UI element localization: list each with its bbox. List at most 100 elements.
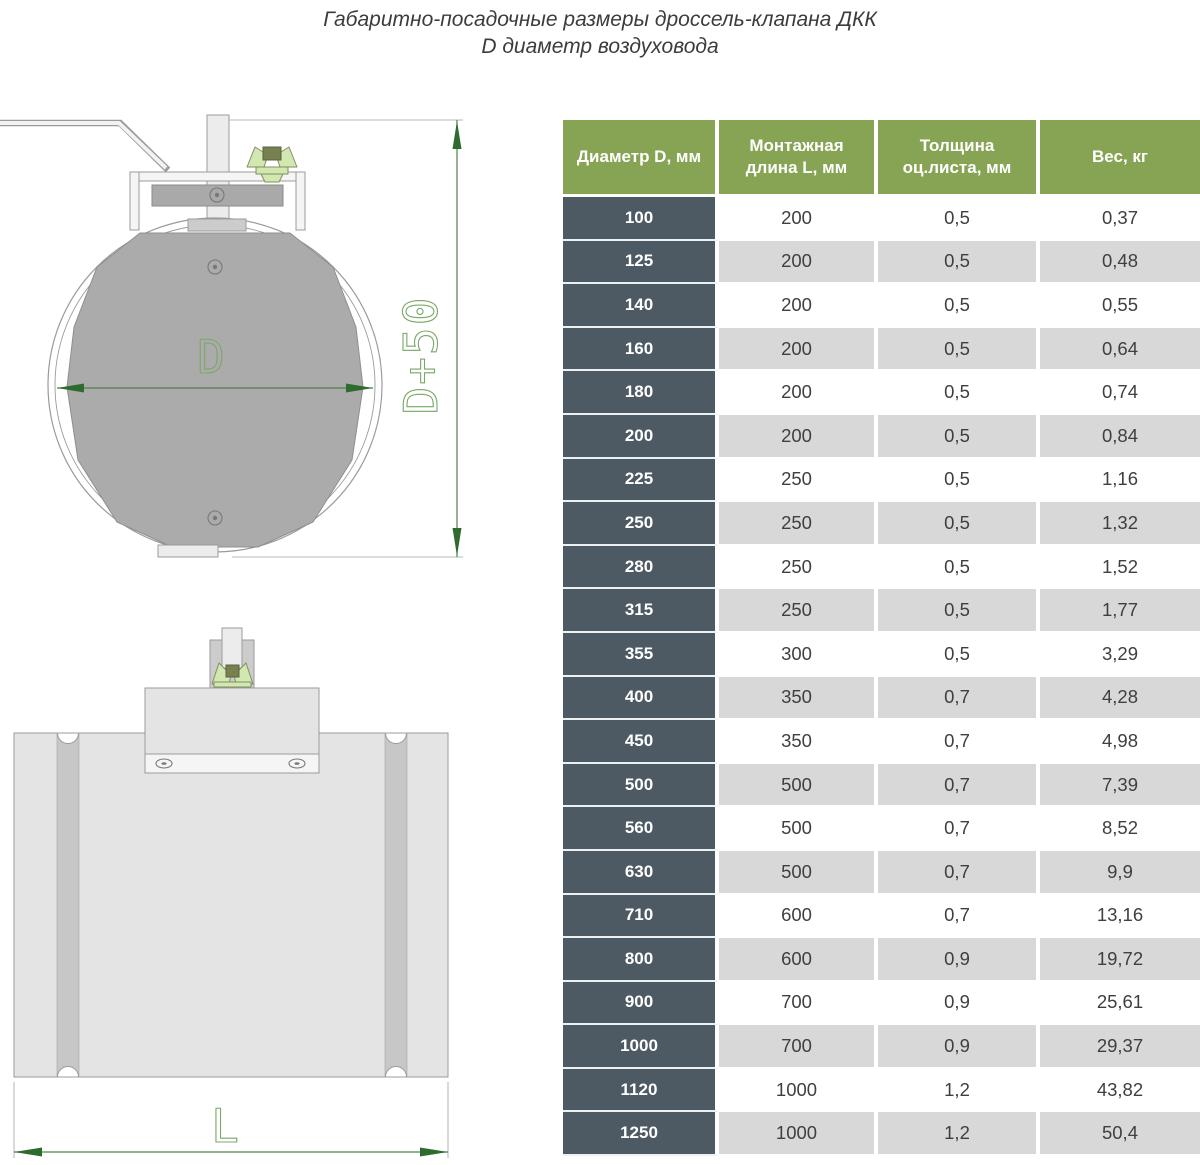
table-row: 200 200 0,5 0,84 <box>563 414 1200 459</box>
mounting-bracket-front <box>129 171 306 231</box>
diameter-cell: 250 <box>563 502 719 546</box>
rivets-front <box>207 187 225 526</box>
table-row: 160 200 0,5 0,64 <box>563 327 1200 372</box>
diameter-cell: 125 <box>563 240 719 285</box>
value-cell: 1,52 <box>1040 545 1200 590</box>
dimension-label-l: L <box>211 1099 241 1153</box>
header-cell-0: Диаметр D, мм <box>563 120 719 197</box>
value-cell: 50,4 <box>1040 1112 1200 1157</box>
table-row: 400 350 0,7 4,28 <box>563 676 1200 721</box>
diameter-cell: 140 <box>563 284 719 328</box>
axis-seal-plate <box>187 218 247 232</box>
header-cell-2: Толщина оц.листа, мм <box>878 120 1040 197</box>
value-cell: 0,5 <box>878 502 1040 546</box>
value-cell: 4,28 <box>1040 676 1200 721</box>
value-cell: 250 <box>719 589 878 633</box>
table-row: 450 350 0,7 4,98 <box>563 720 1200 764</box>
diameter-cell: 225 <box>563 458 719 503</box>
dimensions-table: Диаметр D, мм Монтажная длина L, мм Толщин… <box>563 120 1200 1157</box>
title-line-2: D диаметр воздуховода <box>481 35 719 58</box>
value-cell: 3,29 <box>1040 632 1200 677</box>
table-row: 1000 700 0,9 29,37 <box>563 1025 1200 1069</box>
value-cell: 250 <box>719 545 878 590</box>
value-cell: 19,72 <box>1040 938 1200 982</box>
table-row: 355 300 0,5 3,29 <box>563 632 1200 677</box>
table-row: 560 500 0,7 8,52 <box>563 807 1200 851</box>
value-cell: 250 <box>719 502 878 546</box>
value-cell: 0,5 <box>878 458 1040 503</box>
dimensions-table-header: Диаметр D, мм Монтажная длина L, мм Толщин… <box>563 120 1200 197</box>
dimension-line-d-plus-50: D+50 <box>229 119 463 558</box>
value-cell: 0,5 <box>878 284 1040 328</box>
table-row: 100 200 0,5 0,37 <box>563 197 1200 241</box>
value-cell: 0,74 <box>1040 371 1200 415</box>
dimension-line-l: L <box>13 1082 449 1158</box>
table-row: 800 600 0,9 19,72 <box>563 938 1200 982</box>
diameter-cell: 710 <box>563 894 719 939</box>
table-row: 500 500 0,7 7,39 <box>563 763 1200 808</box>
value-cell: 4,98 <box>1040 720 1200 764</box>
table-row: 630 500 0,7 9,9 <box>563 850 1200 895</box>
value-cell: 350 <box>719 720 878 764</box>
value-cell: 200 <box>719 327 878 372</box>
mounting-bracket-side <box>144 687 320 774</box>
value-cell: 0,5 <box>878 240 1040 285</box>
diameter-cell: 280 <box>563 545 719 590</box>
value-cell: 7,39 <box>1040 763 1200 808</box>
value-cell: 25,61 <box>1040 981 1200 1026</box>
diameter-cell: 315 <box>563 589 719 633</box>
diameter-cell: 500 <box>563 763 719 808</box>
table-row: 315 250 0,5 1,77 <box>563 589 1200 633</box>
value-cell: 0,7 <box>878 807 1040 851</box>
valve-side-view-drawing: L <box>13 627 449 1158</box>
table-row: 280 250 0,5 1,52 <box>563 545 1200 590</box>
value-cell: 0,5 <box>878 414 1040 459</box>
diameter-cell: 1000 <box>563 1025 719 1069</box>
value-cell: 300 <box>719 632 878 677</box>
flange-strip-left <box>56 732 80 1078</box>
damper-blade <box>66 232 364 548</box>
value-cell: 0,5 <box>878 197 1040 241</box>
diameter-cell: 160 <box>563 327 719 372</box>
value-cell: 1,2 <box>878 1068 1040 1113</box>
value-cell: 200 <box>719 284 878 328</box>
value-cell: 0,64 <box>1040 327 1200 372</box>
page-title: Габаритно-посадочные размеры дроссель-кл… <box>0 6 1200 60</box>
value-cell: 700 <box>719 981 878 1026</box>
value-cell: 0,9 <box>878 938 1040 982</box>
table-row: 710 600 0,7 13,16 <box>563 894 1200 939</box>
diameter-cell: 355 <box>563 632 719 677</box>
value-cell: 0,55 <box>1040 284 1200 328</box>
value-cell: 1,16 <box>1040 458 1200 503</box>
table-row: 1250 1000 1,2 50,4 <box>563 1112 1200 1157</box>
table-row: 900 700 0,9 25,61 <box>563 981 1200 1026</box>
value-cell: 500 <box>719 807 878 851</box>
value-cell: 500 <box>719 850 878 895</box>
flange-notches <box>56 732 408 1078</box>
header-cell-1: Монтажная длина L, мм <box>719 120 878 197</box>
diameter-cell: 800 <box>563 938 719 982</box>
value-cell: 200 <box>719 240 878 285</box>
table-row: 225 250 0,5 1,16 <box>563 458 1200 503</box>
value-cell: 0,7 <box>878 676 1040 721</box>
table-row: 1120 1000 1,2 43,82 <box>563 1068 1200 1113</box>
value-cell: 200 <box>719 371 878 415</box>
dimension-label-d-plus-50: D+50 <box>394 296 448 415</box>
diameter-cell: 560 <box>563 807 719 851</box>
diameter-cell: 400 <box>563 676 719 721</box>
value-cell: 1000 <box>719 1112 878 1157</box>
value-cell: 200 <box>719 414 878 459</box>
header-cell-3: Вес, кг <box>1040 120 1200 197</box>
value-cell: 0,5 <box>878 545 1040 590</box>
value-cell: 250 <box>719 458 878 503</box>
value-cell: 200 <box>719 197 878 241</box>
value-cell: 1,77 <box>1040 589 1200 633</box>
value-cell: 9,9 <box>1040 850 1200 895</box>
diameter-cell: 180 <box>563 371 719 415</box>
value-cell: 0,7 <box>878 763 1040 808</box>
wing-nut-front <box>246 146 298 183</box>
diameter-cell: 1250 <box>563 1112 719 1157</box>
value-cell: 0,5 <box>878 589 1040 633</box>
value-cell: 43,82 <box>1040 1068 1200 1113</box>
diameter-cell: 100 <box>563 197 719 241</box>
